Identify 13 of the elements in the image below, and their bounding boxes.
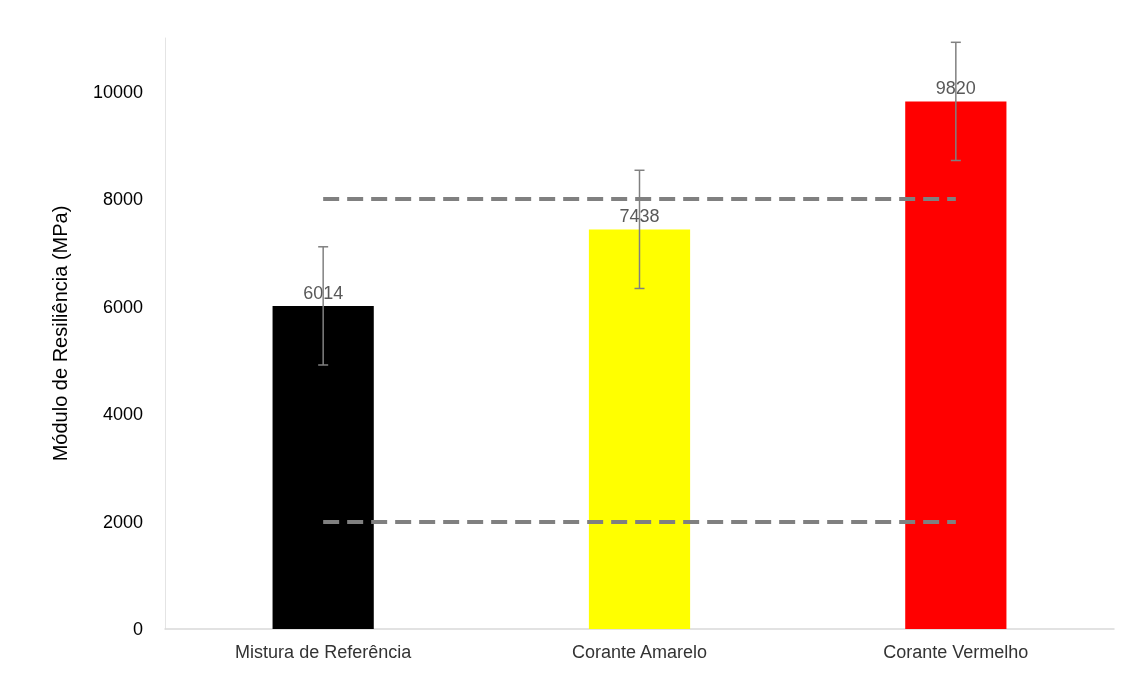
y-tick-label: 4000 [102,404,143,425]
y-tick-label: 0 [132,619,143,639]
x-tick-label: Mistura de Referência [235,642,413,662]
bar [272,305,374,629]
y-tick-label: 10000 [92,81,143,102]
x-tick-label: Corante Amarelo [571,642,708,662]
x-tick-label: Corante Vermelho [883,642,1029,662]
y-tick-label: 6000 [102,296,143,317]
bar [905,101,1007,629]
y-tick-label: 8000 [102,189,143,210]
y-tick-label: 2000 [102,511,143,532]
bar [588,229,691,629]
y-axis-title: Módulo de Resiliência (MPa) [49,205,71,462]
